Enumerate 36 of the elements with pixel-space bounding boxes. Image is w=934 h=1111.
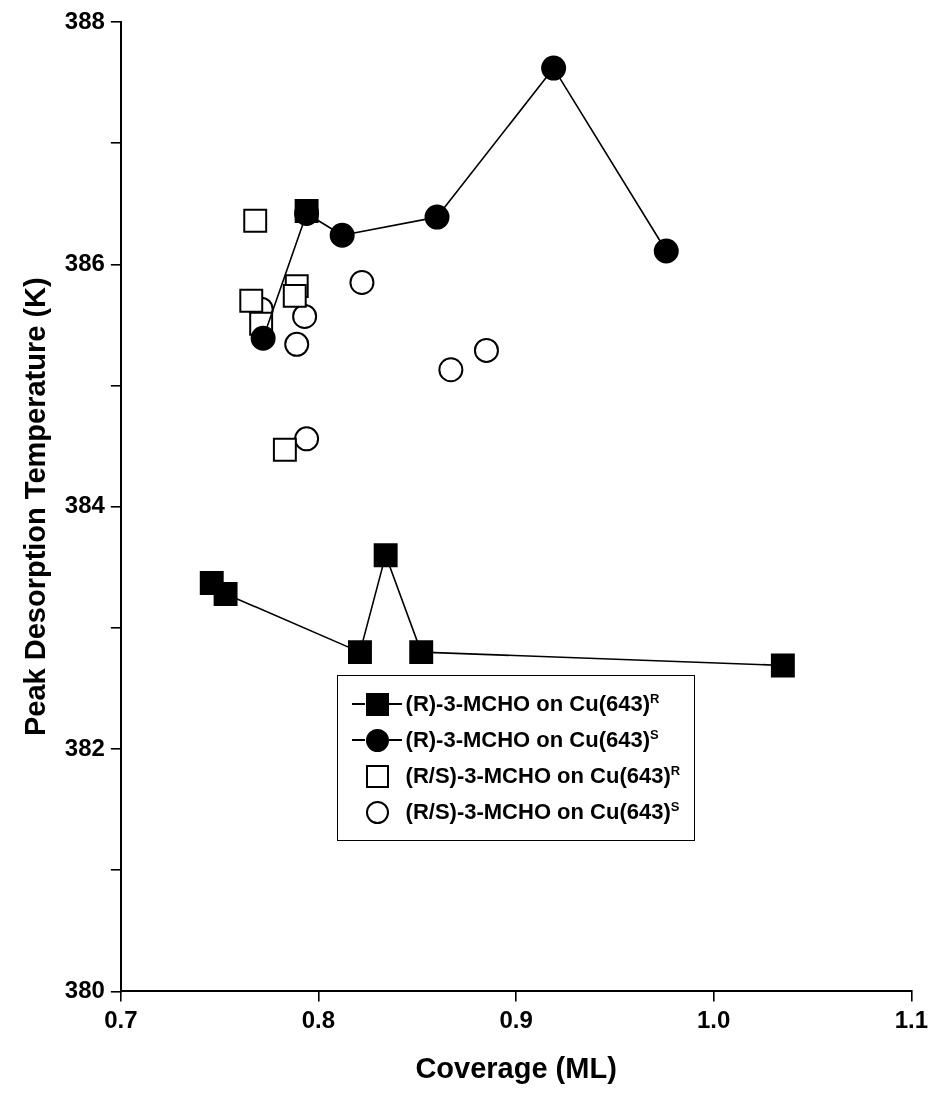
point — [213, 581, 238, 606]
legend-label: (R/S)-3-MCHO on Cu(643)$^{R}$ — [405, 763, 681, 790]
x-tick-label: 0.8 — [301, 1006, 336, 1034]
point — [292, 303, 318, 329]
point — [424, 204, 450, 230]
x-tick-label: 0.9 — [499, 1006, 533, 1034]
y-tick-label: 384 — [64, 491, 106, 519]
point — [243, 208, 268, 233]
point — [438, 357, 464, 383]
point — [282, 283, 307, 308]
point — [348, 640, 372, 665]
x-tick-label: 1.1 — [894, 1006, 929, 1034]
point — [373, 543, 398, 568]
point — [349, 270, 375, 296]
legend-label: (R/S)-3-MCHO on Cu(643)$^{S}$ — [405, 799, 680, 826]
point — [409, 640, 434, 665]
point — [239, 288, 264, 313]
y-axis-title: Peak Desorption Temperature (K) — [19, 277, 52, 737]
y-tick-label: 388 — [64, 6, 105, 34]
y-tick-label: 382 — [64, 733, 105, 761]
x-tick-label: 1.0 — [697, 1006, 731, 1034]
point — [541, 55, 567, 81]
point — [329, 222, 355, 248]
legend-label: (R)-3-MCHO on Cu(643)$^{S}$ — [405, 727, 659, 754]
point — [250, 325, 276, 351]
legend-label: (R)-3-MCHO on Cu(643)$^{R}$ — [405, 691, 660, 718]
x-tick-label: 0.7 — [104, 1006, 138, 1034]
point — [653, 238, 679, 264]
x-axis-title: Coverage (ML) — [415, 1051, 617, 1084]
point — [272, 437, 297, 462]
point — [473, 337, 499, 363]
y-tick-label: 386 — [64, 248, 105, 276]
y-tick-label: 380 — [64, 976, 105, 1004]
point — [770, 653, 795, 678]
point — [284, 331, 310, 357]
point — [294, 426, 320, 452]
